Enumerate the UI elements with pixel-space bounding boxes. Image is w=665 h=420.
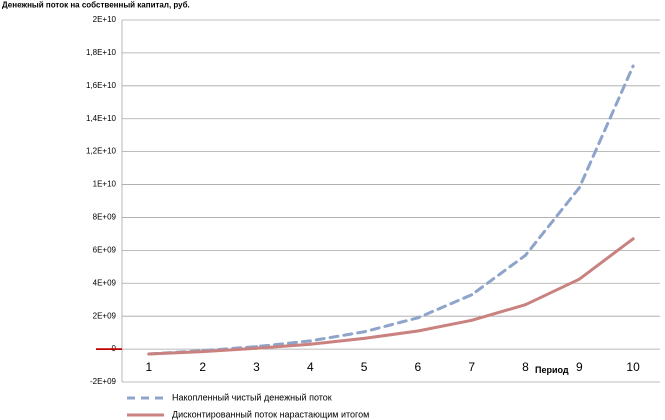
series-2-point — [631, 237, 635, 241]
y-tick-label: 2E+09 — [93, 311, 117, 320]
y-tick-label: 1,8E+10 — [86, 48, 117, 57]
y-tick-label: -2E+09 — [90, 377, 117, 386]
y-tick-label: 2E+10 — [93, 15, 117, 24]
series-2-point — [362, 336, 366, 340]
y-tick-label: 4E+09 — [93, 278, 117, 287]
x-tick-label: 3 — [253, 360, 260, 374]
series-2-point — [255, 346, 258, 350]
grid — [121, 19, 660, 383]
x-axis-label: Период — [535, 365, 569, 375]
legend: Накопленный чистый денежный поток Дисконт… — [127, 392, 369, 419]
series-group — [147, 64, 635, 356]
x-tick-label: 10 — [626, 360, 640, 374]
series-1-point — [362, 330, 366, 334]
y-tick-label: 8E+09 — [93, 213, 117, 222]
x-tick-label: 7 — [468, 360, 475, 374]
series-1-point — [308, 339, 312, 343]
series-2-point — [147, 352, 151, 356]
series-1-point — [577, 186, 581, 190]
series-1-point — [416, 316, 420, 320]
x-tick-label: 9 — [576, 360, 583, 374]
series-line-2 — [147, 237, 635, 356]
legend-label-1: Накопленный чистый денежный поток — [172, 392, 332, 402]
series-2-point — [470, 318, 474, 322]
y-tick-label: 6E+09 — [93, 245, 117, 254]
series-1-point — [470, 293, 474, 297]
series-1-point — [631, 64, 635, 68]
series-2-point — [308, 342, 312, 346]
y-tick-label: 1,6E+10 — [86, 81, 117, 90]
series-line-1 — [147, 64, 635, 356]
x-axis: 1 2 3 4 5 6 7 8 9 10 — [146, 360, 641, 374]
y-tick-label: 1,2E+10 — [86, 147, 117, 156]
x-tick-label: 2 — [199, 360, 206, 374]
y-tick-label: 1,4E+10 — [86, 114, 117, 123]
x-tick-label: 5 — [361, 360, 368, 374]
x-tick-label: 1 — [146, 360, 153, 374]
series-2-point — [577, 277, 581, 281]
series-2-point — [524, 303, 527, 307]
series-2-point — [416, 329, 420, 333]
x-tick-label: 6 — [415, 360, 422, 374]
series-1-point — [524, 253, 527, 257]
series-2-point — [201, 350, 205, 354]
legend-label-2: Дисконтированный поток нарастающим итого… — [172, 409, 369, 419]
y-tick-label: 1E+10 — [93, 180, 117, 189]
x-tick-label: 4 — [307, 360, 314, 374]
x-tick-label: 8 — [522, 360, 529, 374]
chart-title: Денежный поток на собственный капитал, р… — [2, 1, 190, 10]
y-axis: 2E+10 1,8E+10 1,6E+10 1,4E+10 1,2E+10 1E+10 8E… — [86, 15, 117, 386]
